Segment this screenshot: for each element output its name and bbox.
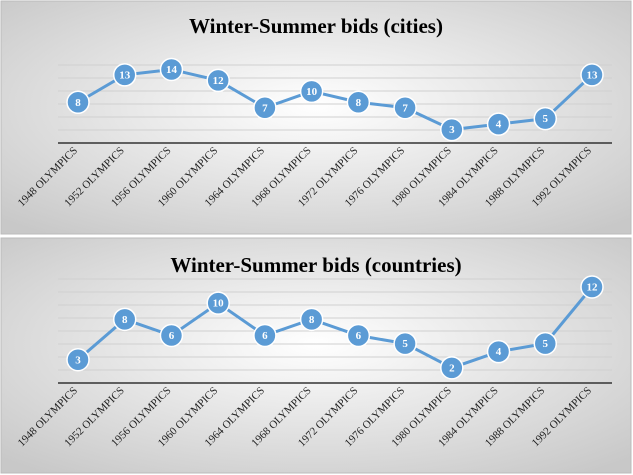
data-label: 5 — [402, 338, 408, 350]
marker — [299, 79, 324, 104]
marker — [580, 275, 604, 299]
data-label: 3 — [449, 124, 455, 136]
marker — [159, 57, 184, 82]
marker — [66, 348, 90, 372]
marker — [112, 63, 137, 87]
data-label: 12 — [213, 75, 225, 87]
data-label: 7 — [262, 102, 268, 114]
marker — [346, 323, 371, 348]
data-label: 4 — [496, 119, 502, 131]
data-label: 8 — [75, 97, 81, 109]
data-label: 6 — [169, 330, 175, 342]
chart-title: Winter-Summer bids (cities) — [189, 14, 443, 38]
marker — [486, 112, 511, 136]
marker — [253, 95, 277, 120]
marker — [206, 68, 230, 93]
data-label: 5 — [543, 338, 549, 350]
marker — [486, 339, 511, 364]
marker — [253, 323, 277, 348]
marker — [580, 63, 604, 87]
data-label: 12 — [587, 282, 599, 294]
data-label: 2 — [449, 362, 455, 374]
data-label: 13 — [587, 69, 599, 81]
data-label: 13 — [119, 69, 131, 81]
marker — [393, 331, 417, 356]
data-label: 14 — [166, 64, 178, 76]
marker — [440, 356, 464, 380]
marker — [299, 307, 324, 332]
data-label: 10 — [213, 298, 225, 310]
data-label: 8 — [309, 314, 315, 326]
data-label: 8 — [122, 314, 128, 326]
marker — [346, 90, 371, 115]
data-label: 6 — [262, 330, 268, 342]
marker — [393, 95, 417, 120]
data-label: 5 — [543, 113, 549, 125]
panel — [0, 237, 632, 474]
data-label: 6 — [356, 330, 362, 342]
marker — [206, 291, 230, 315]
marker — [66, 90, 90, 115]
marker — [440, 117, 464, 142]
marker — [112, 307, 137, 332]
chart-title: Winter-Summer bids (countries) — [170, 253, 461, 277]
data-label: 7 — [402, 102, 408, 114]
marker — [159, 323, 184, 348]
marker — [533, 331, 558, 356]
data-label: 3 — [75, 354, 81, 366]
marker — [533, 106, 558, 131]
data-label: 8 — [356, 97, 362, 109]
data-label: 4 — [496, 346, 502, 358]
data-label: 10 — [306, 86, 318, 98]
